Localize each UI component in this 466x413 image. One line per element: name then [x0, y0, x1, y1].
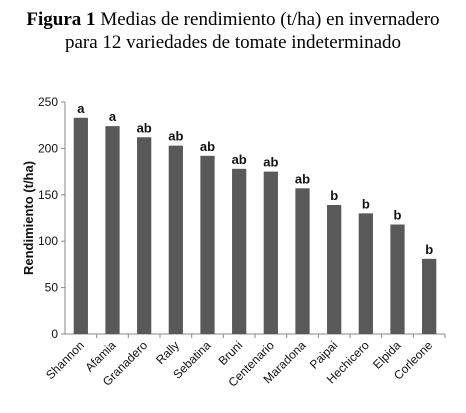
y-tick-label: 150 — [38, 188, 58, 202]
significance-label: b — [330, 188, 338, 203]
caption-line-1: Figura 1 Medias de rendimiento (t/ha) en… — [0, 8, 466, 31]
bar — [295, 188, 310, 334]
y-tick-label: 200 — [38, 141, 58, 155]
caption-text-1: Medias de rendimiento (t/ha) en invernad… — [100, 9, 440, 30]
y-axis-label: Rendimiento (t/ha) — [21, 161, 36, 275]
x-tick-label: Rally — [153, 338, 182, 367]
bar — [358, 213, 373, 334]
significance-label: b — [425, 242, 433, 257]
significance-label: ab — [295, 171, 310, 186]
significance-label: ab — [200, 139, 215, 154]
y-tick-label: 250 — [38, 95, 58, 109]
significance-label: b — [362, 196, 370, 211]
significance-label: a — [77, 101, 85, 116]
bar — [105, 126, 120, 335]
bar — [200, 155, 215, 334]
significance-label: a — [109, 109, 117, 124]
y-tick-label: 50 — [45, 281, 59, 295]
bar — [73, 117, 88, 334]
x-tick-label: Shannon — [43, 338, 87, 382]
y-tick-label: 0 — [51, 327, 58, 341]
bar — [168, 145, 183, 334]
significance-label: b — [394, 207, 402, 222]
bar — [422, 258, 437, 334]
significance-label: ab — [168, 129, 183, 144]
figure-caption: Figura 1 Medias de rendimiento (t/ha) en… — [0, 8, 466, 54]
bar — [263, 171, 278, 334]
bar — [137, 137, 152, 334]
significance-label: ab — [232, 152, 247, 167]
caption-text-2: para 12 variedades de tomate indetermina… — [64, 32, 402, 53]
caption-label: Figura 1 — [26, 9, 96, 30]
y-tick-label: 100 — [38, 234, 58, 248]
significance-label: ab — [137, 120, 152, 135]
bar — [327, 205, 342, 334]
significance-label: ab — [263, 155, 278, 170]
bar — [390, 224, 405, 334]
bar — [232, 168, 247, 334]
